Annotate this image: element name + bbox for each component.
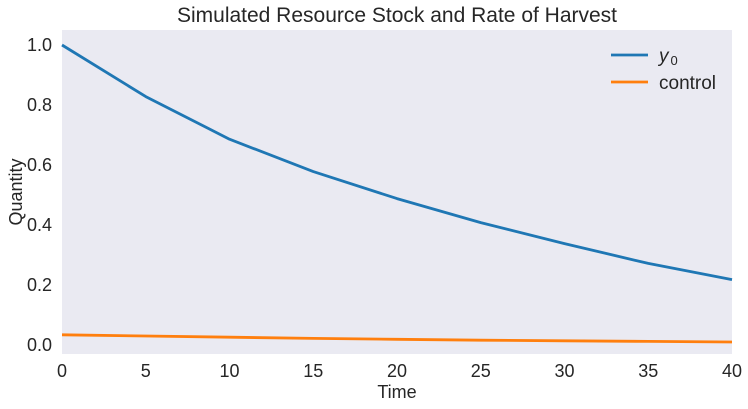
legend-label-y0-base: y — [657, 46, 670, 67]
x-tick-label: 5 — [141, 361, 151, 381]
x-axis-label: Time — [377, 382, 416, 402]
y-tick-label: 1.0 — [27, 35, 52, 55]
y-axis-label: Quantity — [6, 158, 26, 225]
x-tick-label: 35 — [638, 361, 658, 381]
y-axis-ticks: 0.0 0.2 0.4 0.6 0.8 1.0 — [27, 35, 52, 355]
x-tick-label: 15 — [303, 361, 323, 381]
x-tick-label: 30 — [554, 361, 574, 381]
y-tick-label: 0.4 — [27, 215, 52, 235]
series-line-control — [61, 333, 733, 344]
series-line-y0 — [61, 43, 733, 281]
legend-label-y0-subscript: 0 — [671, 53, 678, 68]
y-tick-label: 0.2 — [27, 275, 52, 295]
series-layer — [61, 43, 733, 344]
y-tick-label: 0.8 — [27, 95, 52, 115]
x-axis-ticks: 0 5 10 15 20 25 30 35 40 — [57, 361, 742, 381]
y-tick-label: 0.0 — [27, 335, 52, 355]
x-tick-label: 10 — [219, 361, 239, 381]
y-tick-label: 0.6 — [27, 155, 52, 175]
x-tick-label: 20 — [387, 361, 407, 381]
plot-background — [62, 30, 732, 354]
chart-title: Simulated Resource Stock and Rate of Har… — [177, 4, 617, 27]
x-tick-label: 40 — [722, 361, 742, 381]
x-tick-label: 0 — [57, 361, 67, 381]
x-tick-label: 25 — [471, 361, 491, 381]
legend-label-control: control — [659, 73, 716, 94]
